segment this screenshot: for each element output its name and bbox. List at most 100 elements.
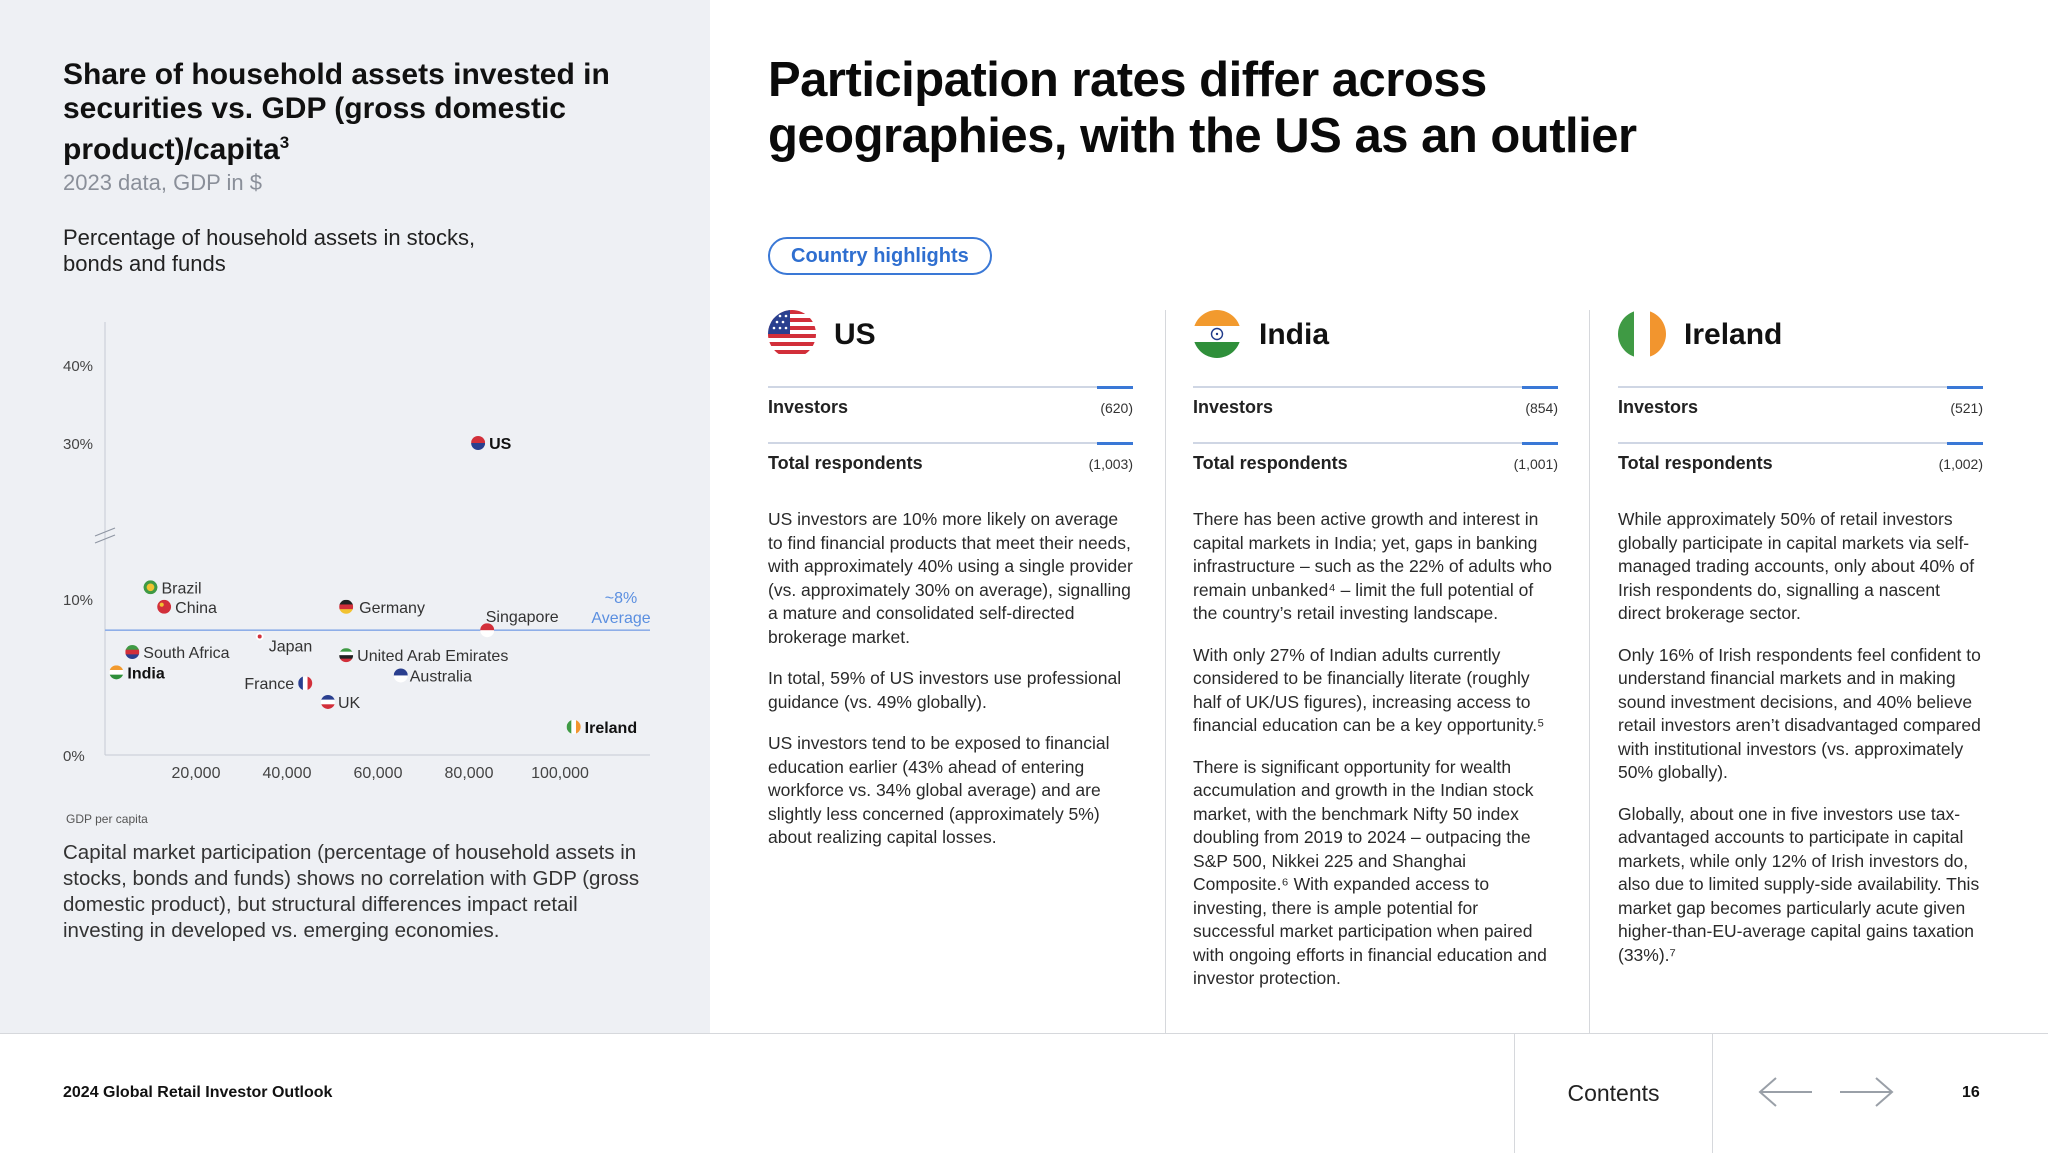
footer-divider — [1712, 1034, 1713, 1153]
south-africa-flag-icon — [125, 645, 140, 660]
axis-break-mark — [94, 527, 116, 537]
page-title: Participation rates differ across geogra… — [768, 53, 1637, 163]
investors-label: Investors — [768, 397, 849, 417]
country-column-us: US Investors (620) Total respondents (1,… — [768, 310, 1133, 868]
singapore-flag-icon — [480, 623, 495, 638]
paragraph: With only 27% of Indian adults currently… — [1193, 644, 1545, 736]
data-point: China — [157, 599, 217, 617]
chart-measure-label: Percentage of household assets in stocks… — [63, 225, 476, 276]
data-point: UK — [320, 694, 361, 712]
y-tick-label: 40% — [63, 358, 93, 375]
page-number: 16 — [1962, 1084, 1980, 1101]
column-divider — [1589, 310, 1590, 1033]
country-body: There has been active growth and interes… — [1193, 508, 1558, 991]
germany-flag-icon — [339, 599, 354, 614]
investors-row: Investors (854) — [1193, 386, 1558, 442]
investors-label: Investors — [1193, 397, 1274, 417]
data-point: Japan — [255, 632, 313, 655]
y-tick-label: 30% — [63, 436, 93, 453]
data-point-label: Japan — [269, 638, 313, 655]
data-point-label: South Africa — [143, 645, 229, 662]
footnote-marker[interactable]: 3 — [279, 133, 290, 152]
accent-mark — [1522, 386, 1558, 389]
ireland-flag-icon — [1618, 310, 1666, 358]
x-axis-title: GDP per capita — [66, 812, 148, 826]
average-value-label: ~8% — [605, 590, 637, 607]
data-point-label: India — [127, 665, 164, 682]
data-point: Ireland — [566, 719, 637, 737]
paragraph: US investors are 10% more likely on aver… — [768, 509, 1133, 647]
us-flag-icon — [471, 436, 486, 450]
x-tick-label: 80,000 — [445, 765, 494, 782]
country-header: Ireland — [1618, 310, 1983, 386]
previous-page-button[interactable] — [1756, 1072, 1816, 1112]
footer-divider — [1514, 1034, 1515, 1153]
investors-count: (854) — [1525, 400, 1558, 416]
france-flag-icon — [298, 676, 313, 691]
uk-flag-icon — [320, 694, 335, 709]
paragraph: There has been active growth and interes… — [1193, 509, 1552, 623]
data-point: US — [471, 436, 512, 453]
paragraph: US investors tend to be exposed to finan… — [768, 733, 1110, 847]
next-page-button[interactable] — [1836, 1072, 1896, 1112]
country-highlights-tag: Country highlights — [768, 237, 992, 275]
arrow-left-icon — [1758, 1077, 1812, 1107]
data-point-label: Singapore — [486, 609, 559, 626]
data-point: Brazil — [143, 580, 202, 597]
china-flag-icon — [157, 599, 172, 614]
data-point-label: Ireland — [585, 720, 637, 737]
data-point: South Africa — [125, 645, 230, 662]
data-point-label: France — [244, 676, 294, 693]
respondents-count: (1,001) — [1513, 456, 1558, 472]
country-name: India — [1259, 318, 1330, 351]
country-header: US — [768, 310, 1133, 386]
x-tick-label: 60,000 — [354, 765, 403, 782]
respondents-count: (1,002) — [1938, 456, 1983, 472]
investors-row: Investors (620) — [768, 386, 1133, 442]
x-tick-label: 100,000 — [531, 765, 589, 782]
accent-mark — [1947, 442, 1983, 445]
data-point-label: Australia — [410, 668, 472, 685]
paragraph: Globally, about one in five investors us… — [1618, 803, 1980, 965]
accent-mark — [1947, 386, 1983, 389]
report-title: 2024 Global Retail Investor Outlook — [63, 1084, 333, 1101]
contents-button[interactable]: Contents — [1567, 1080, 1660, 1106]
data-point: India — [109, 665, 165, 682]
respondents-label: Total respondents — [1618, 453, 1773, 473]
data-point: Singapore — [480, 609, 559, 638]
accent-mark — [1522, 442, 1558, 445]
country-header: India — [1193, 310, 1558, 386]
average-label: Average — [591, 610, 650, 627]
country-body: While approximately 50% of retail invest… — [1618, 508, 1983, 967]
respondents-row: Total respondents (1,003) — [768, 442, 1133, 498]
scatter-chart: 0% 10% 30% 40% 20,000 40,000 60,000 80,000 100,… — [63, 322, 651, 782]
data-point-label: United Arab Emirates — [357, 648, 508, 665]
axis-break-mark — [94, 534, 116, 544]
y-tick-label: 10% — [63, 592, 93, 609]
paragraph: There is significant opportunity for wea… — [1193, 756, 1547, 989]
accent-mark — [1097, 386, 1133, 389]
footer: 2024 Global Retail Investor Outlook Cont… — [0, 1033, 2048, 1153]
respondents-count: (1,003) — [1088, 456, 1133, 472]
paragraph: While approximately 50% of retail invest… — [1618, 509, 1975, 623]
us-flag-icon — [768, 310, 816, 358]
india-flag-icon — [109, 665, 124, 680]
arrow-right-icon — [1840, 1077, 1894, 1107]
y-tick-label: 0% — [63, 748, 85, 765]
ireland-flag-icon — [566, 719, 581, 734]
india-flag-icon — [1193, 310, 1241, 358]
respondents-label: Total respondents — [768, 453, 923, 473]
country-name: US — [834, 318, 876, 351]
accent-mark — [1097, 442, 1133, 445]
column-divider — [1165, 310, 1166, 1033]
country-column-ireland: Ireland Investors (521) Total respondent… — [1618, 310, 1983, 985]
x-tick-label: 40,000 — [263, 765, 312, 782]
investors-row: Investors (521) — [1618, 386, 1983, 442]
data-point-label: Brazil — [162, 580, 202, 597]
data-point-label: UK — [338, 695, 361, 712]
paragraph: Only 16% of Irish respondents feel confi… — [1618, 644, 1981, 783]
data-point-label: Germany — [359, 600, 425, 617]
chart-caption: Capital market participation (percentage… — [63, 841, 640, 942]
respondents-label: Total respondents — [1193, 453, 1348, 473]
chart-subtitle: 2023 data, GDP in $ — [63, 170, 262, 195]
